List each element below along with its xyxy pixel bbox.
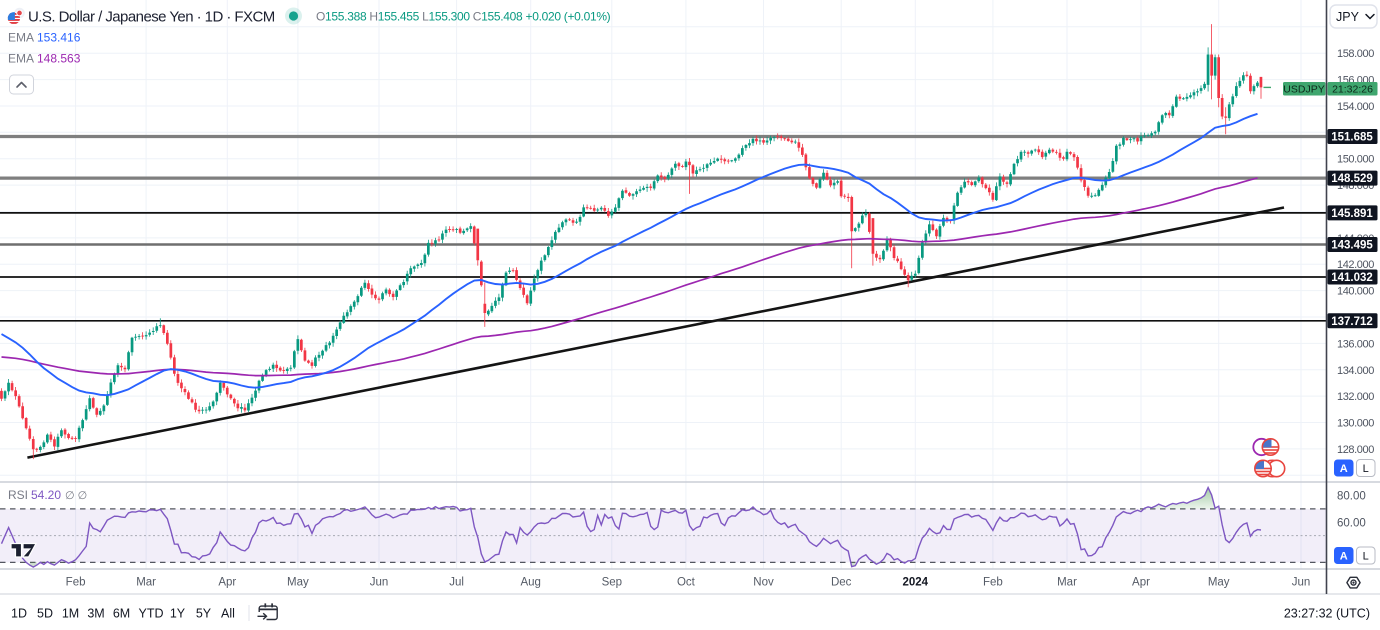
svg-text:Mar: Mar [136, 577, 156, 589]
svg-text:Mar: Mar [1057, 577, 1077, 589]
svg-text:5Y: 5Y [196, 607, 212, 621]
svg-text:Oct: Oct [677, 577, 696, 589]
svg-text:143.495: 143.495 [1331, 240, 1373, 252]
svg-text:130.000: 130.000 [1337, 418, 1374, 430]
svg-text:O155.388 H155.455 L155.300 C15: O155.388 H155.455 L155.300 C155.408 +0.0… [316, 10, 611, 24]
svg-text:2024: 2024 [903, 577, 929, 589]
svg-text:Apr: Apr [1132, 577, 1150, 589]
svg-text:1M: 1M [62, 607, 79, 621]
svg-text:1D: 1D [11, 607, 27, 621]
svg-text:Jun: Jun [370, 577, 389, 589]
svg-text:21:32:26: 21:32:26 [1332, 84, 1373, 96]
svg-text:148.529: 148.529 [1331, 173, 1373, 185]
svg-text:U.S. Dollar / Japanese Yen · 1: U.S. Dollar / Japanese Yen · 1D · FXCM [28, 9, 275, 26]
svg-text:5D: 5D [37, 607, 53, 621]
svg-text:JPY: JPY [1336, 10, 1360, 24]
svg-text:3M: 3M [87, 607, 104, 621]
svg-text:Jun: Jun [1292, 577, 1311, 589]
svg-text:140.000: 140.000 [1337, 286, 1374, 298]
svg-text:1Y: 1Y [170, 607, 186, 621]
svg-text:YTD: YTD [139, 607, 164, 621]
svg-text:All: All [221, 607, 235, 621]
svg-text:136.000: 136.000 [1337, 338, 1374, 350]
svg-text:A: A [1340, 463, 1348, 475]
svg-text:142.000: 142.000 [1337, 259, 1374, 271]
svg-text:Sep: Sep [602, 577, 622, 589]
svg-text:132.000: 132.000 [1337, 391, 1374, 403]
svg-text:Nov: Nov [753, 577, 774, 589]
svg-text:Dec: Dec [831, 577, 852, 589]
svg-text:158.000: 158.000 [1337, 48, 1374, 60]
svg-text:151.685: 151.685 [1331, 132, 1373, 144]
svg-text:137.712: 137.712 [1331, 316, 1373, 328]
svg-text:Apr: Apr [218, 577, 236, 589]
svg-text:May: May [1208, 577, 1230, 589]
svg-text:L: L [1363, 551, 1369, 563]
svg-text:141.032: 141.032 [1331, 272, 1373, 284]
svg-text:154.000: 154.000 [1337, 101, 1374, 113]
svg-text:6M: 6M [113, 607, 130, 621]
svg-text:128.000: 128.000 [1337, 444, 1374, 456]
svg-text:A: A [1340, 551, 1348, 563]
svg-text:Aug: Aug [520, 577, 540, 589]
svg-text:80.00: 80.00 [1337, 491, 1366, 503]
svg-text:Jul: Jul [449, 577, 464, 589]
svg-text:145.891: 145.891 [1331, 208, 1373, 220]
svg-text:May: May [287, 577, 309, 589]
svg-text:L: L [1363, 463, 1369, 475]
svg-text:Feb: Feb [983, 577, 1003, 589]
svg-text:150.000: 150.000 [1337, 154, 1374, 166]
svg-text:USDJPY: USDJPY [1283, 84, 1324, 96]
svg-text:134.000: 134.000 [1337, 365, 1374, 377]
svg-text:23:27:32 (UTC): 23:27:32 (UTC) [1284, 607, 1370, 621]
svg-text:Feb: Feb [66, 577, 86, 589]
svg-text:60.00: 60.00 [1337, 517, 1366, 529]
